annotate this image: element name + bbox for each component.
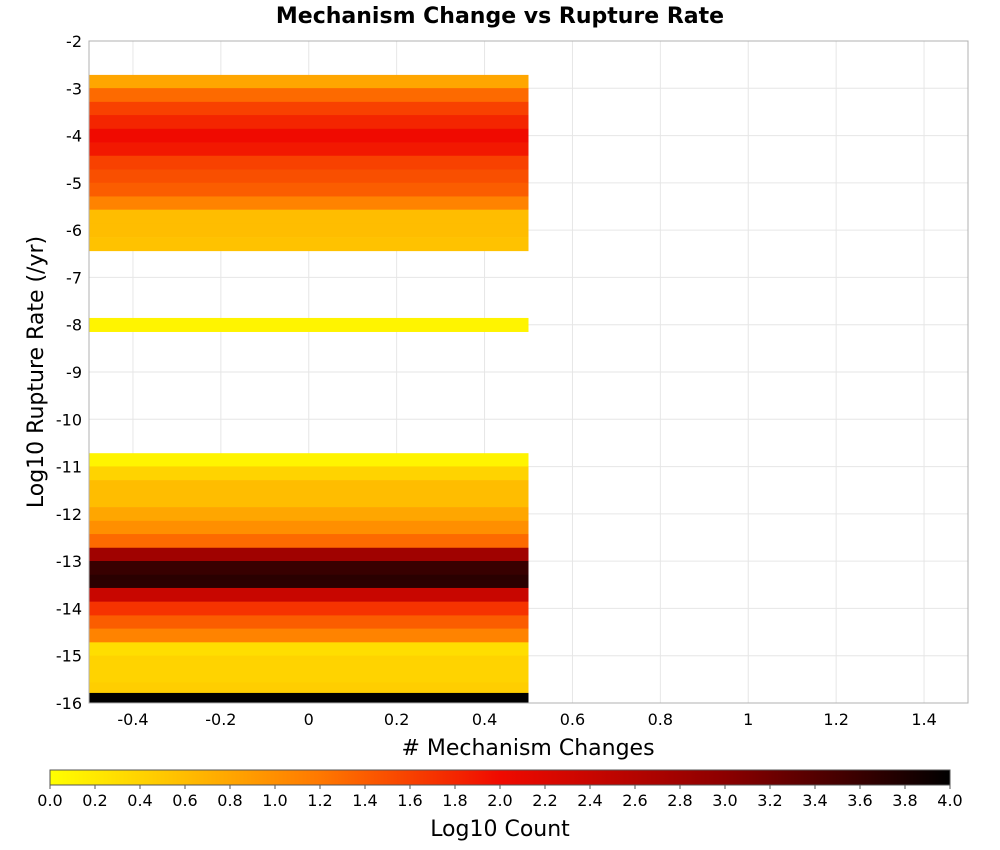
x-tick-label: 0 [304, 710, 314, 729]
y-tick-label: -15 [56, 647, 82, 666]
colorbar-tick-label: 2.6 [622, 791, 647, 810]
plot-frame [88, 40, 969, 704]
y-tick-labels: -2 -3 -4 -5 -6 -7 -8 -9 -10 -11 -12 -13 -14 -15 -16 [56, 32, 82, 713]
heatmap-cell [89, 547, 529, 562]
heatmap-cell [89, 169, 529, 184]
heatmap-cell [89, 561, 529, 576]
colorbar-tick-label: 3.8 [892, 791, 917, 810]
colorbar-tick-label: 2.8 [667, 791, 692, 810]
y-tick-label: -14 [56, 599, 82, 618]
colorbar-tick-labels: 0.0 0.2 0.4 0.6 0.8 1.0 1.2 1.4 1.6 1.8 2.0 2.2 2.4 2… [37, 785, 963, 810]
colorbar-tick-label: 1.6 [397, 791, 422, 810]
y-tick-label: -3 [66, 79, 82, 98]
x-tick-label: 0.4 [472, 710, 497, 729]
colorbar-tick-label: 3.4 [802, 791, 827, 810]
heatmap-cell [89, 534, 529, 549]
chart-title: Mechanism Change vs Rupture Rate [276, 4, 724, 29]
heatmap-cell [89, 209, 529, 224]
y-tick-label: -6 [66, 221, 82, 240]
heatmap-cell [89, 466, 529, 481]
heatmap-cell [89, 155, 529, 170]
x-tick-label: -0.2 [205, 710, 236, 729]
y-tick-label: -9 [66, 363, 82, 382]
heatmap-cell [89, 692, 529, 703]
heatmap-cell [89, 574, 529, 589]
y-tick-label: -16 [56, 694, 82, 713]
heatmap-cell [89, 493, 529, 508]
heatmap-cell [89, 601, 529, 616]
x-tick-label: 1.2 [823, 710, 848, 729]
x-tick-labels: -0.4 -0.2 0 0.2 0.4 0.6 0.8 1 1.2 1.4 [117, 710, 936, 729]
colorbar-tick-label: 0.0 [37, 791, 62, 810]
colorbar-tick-label: 3.0 [712, 791, 737, 810]
colorbar-tick-label: 2.2 [532, 791, 557, 810]
heatmap-cell [89, 507, 529, 522]
heatmap-cell [89, 642, 529, 657]
heatmap-cell [89, 669, 529, 684]
heatmap-cell [89, 223, 529, 238]
y-tick-label: -7 [66, 268, 82, 287]
heatmap-cell [89, 101, 529, 116]
heatmap-cell [89, 196, 529, 211]
colorbar-tick-label: 0.8 [217, 791, 242, 810]
colorbar-tick-label: 1.2 [307, 791, 332, 810]
y-tick-label: -10 [56, 410, 82, 429]
colorbar-tick-label: 3.6 [847, 791, 872, 810]
colorbar [49, 769, 951, 786]
heatmap-cell [89, 115, 529, 130]
y-tick-label: -2 [66, 32, 82, 51]
heatmap-cell [89, 655, 529, 670]
x-tick-label: 0.6 [560, 710, 585, 729]
y-tick-label: -8 [66, 316, 82, 335]
colorbar-tick-label: 3.2 [757, 791, 782, 810]
y-tick-label: -12 [56, 505, 82, 524]
x-tick-label: 1 [743, 710, 753, 729]
colorbar-tick-label: 2.0 [487, 791, 512, 810]
heatmap-cell [89, 88, 529, 103]
x-tick-label: 1.4 [911, 710, 936, 729]
heatmap-cells [89, 74, 529, 703]
heatmap-cell [89, 74, 529, 89]
y-tick-label: -5 [66, 174, 82, 193]
heatmap-cell [89, 628, 529, 643]
x-tick-label: 0.8 [648, 710, 673, 729]
colorbar-tick-label: 1.0 [262, 791, 287, 810]
y-axis-label: Log10 Rupture Rate (/yr) [24, 236, 49, 508]
y-tick-label: -4 [66, 127, 82, 146]
colorbar-tick-label: 0.2 [82, 791, 107, 810]
heatmap-cell [89, 480, 529, 495]
colorbar-tick-label: 1.4 [352, 791, 377, 810]
heatmap-cell [89, 182, 529, 197]
x-tick-label: 0.2 [384, 710, 409, 729]
colorbar-tick-label: 4.0 [937, 791, 962, 810]
colorbar-tick-label: 1.8 [442, 791, 467, 810]
heatmap-cell [89, 587, 529, 602]
colorbar-label: Log10 Count [430, 817, 570, 842]
y-tick-label: -13 [56, 552, 82, 571]
y-tick-label: -11 [56, 458, 82, 477]
heatmap-cell [89, 453, 529, 468]
heatmap-cell [89, 128, 529, 143]
heatmap-cell [89, 615, 529, 630]
heatmap-cell [89, 317, 529, 332]
x-tick-label: -0.4 [117, 710, 148, 729]
heatmap-cell [89, 142, 529, 157]
heatmap-cell [89, 237, 529, 252]
colorbar-tick-label: 0.6 [172, 791, 197, 810]
heatmap-cell [89, 520, 529, 535]
colorbar-tick-label: 2.4 [577, 791, 602, 810]
x-axis-label: # Mechanism Changes [401, 736, 654, 761]
colorbar-tick-label: 0.4 [127, 791, 152, 810]
